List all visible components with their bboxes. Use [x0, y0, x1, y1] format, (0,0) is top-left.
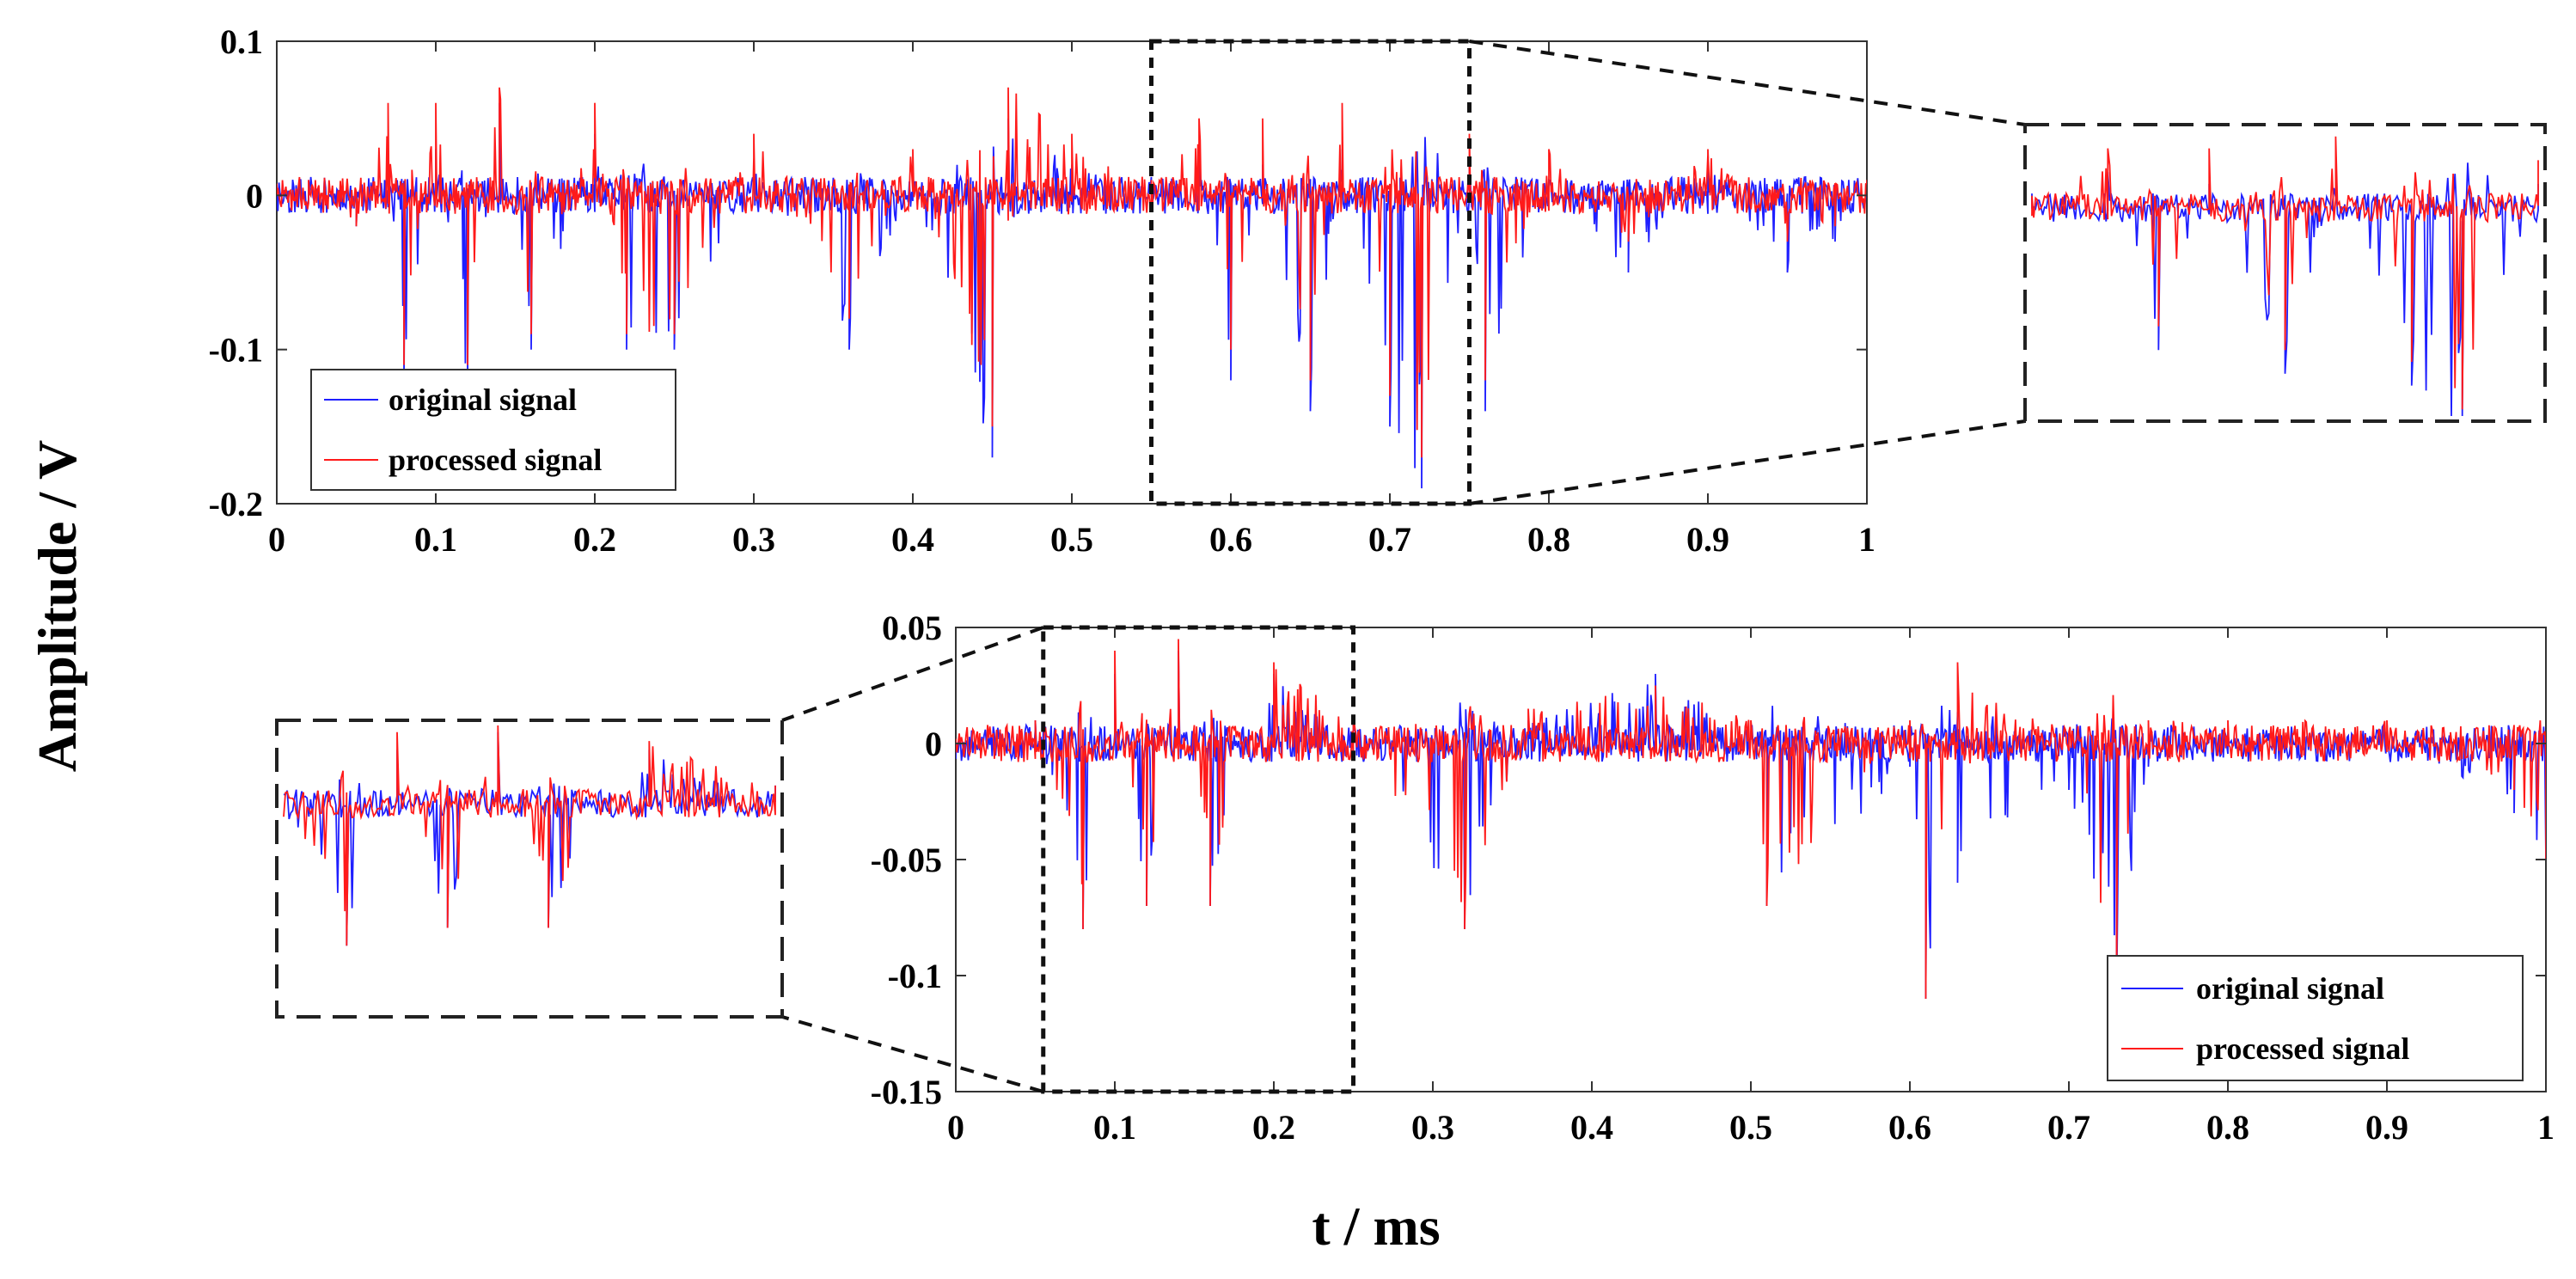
- top-xtick-label-8: 0.8: [1527, 520, 1570, 559]
- top-inset-series-processed: [2031, 136, 2539, 410]
- top-series-processed: [277, 87, 1867, 458]
- bottom-plot-lines: [956, 639, 2546, 1000]
- bottom-inset-series-original: [284, 731, 776, 946]
- x-axis-title: t / ms: [1312, 1196, 1440, 1257]
- bottom-plot: 0 0.1 0.2 0.3 0.4 0.5 0.6 0.7 0.8 0.9 1 -0.15 -0.1 -0…: [781, 609, 2555, 1147]
- bottom-legend-label-original: original signal: [2196, 971, 2384, 1006]
- top-xtick-label-10: 1: [1858, 520, 1875, 559]
- bottom-zoom-region: [1041, 625, 1355, 1094]
- top-ytick-label-1: -0.1: [209, 331, 263, 370]
- top-xtick-label-1: 0.1: [414, 520, 457, 559]
- top-legend-box: [310, 369, 676, 491]
- top-ytick-label-3: 0.1: [220, 22, 263, 61]
- bottom-connector-lower: [781, 1015, 1044, 1093]
- bottom-xtick-label-2: 0.2: [1252, 1108, 1295, 1147]
- bottom-ytick-label-3: 0: [925, 725, 942, 763]
- top-xtick-label-6: 0.6: [1209, 520, 1252, 559]
- top-connector-upper: [1469, 40, 2026, 126]
- top-zoom-region: [1149, 39, 1472, 506]
- bottom-xtick-label-9: 0.9: [2365, 1108, 2408, 1147]
- bottom-inset: [275, 719, 784, 1019]
- top-xtick-label-9: 0.9: [1686, 520, 1729, 559]
- top-plot-lines: [277, 87, 1867, 489]
- bottom-xtick-label-5: 0.5: [1729, 1108, 1772, 1147]
- y-axis-title: Amplitude / V: [27, 440, 88, 772]
- bottom-ytick-label-0: -0.15: [871, 1073, 942, 1111]
- top-inset-frame: [2023, 123, 2547, 423]
- bottom-inset-frame: [275, 719, 784, 1019]
- top-legend-label-original: original signal: [389, 382, 577, 417]
- bottom-series-processed: [956, 639, 2546, 1000]
- top-xtick-label-3: 0.3: [732, 520, 775, 559]
- top-ytick-label-2: 0: [246, 176, 263, 215]
- top-legend-label-processed: processed signal: [389, 443, 602, 477]
- bottom-ytick-label-1: -0.1: [888, 957, 942, 995]
- top-inset: [2023, 123, 2547, 423]
- top-plot: 0 0.1 0.2 0.3 0.4 0.5 0.6 0.7 0.8 0.9 1 -0.2 -0.1 0 0.…: [209, 22, 2026, 559]
- top-xtick-label-0: 0: [268, 520, 285, 559]
- top-plot-ticks: 0 0.1 0.2 0.3 0.4 0.5 0.6 0.7 0.8 0.9 1 -0.2 -0.1 0 0.…: [209, 22, 1875, 559]
- bottom-plot-legend: original signal processed signal: [2107, 955, 2524, 1081]
- top-plot-legend: original signal processed signal: [310, 369, 676, 491]
- top-xtick-label-7: 0.7: [1368, 520, 1411, 559]
- bottom-legend-label-processed: processed signal: [2196, 1031, 2409, 1066]
- bottom-xtick-label-7: 0.7: [2047, 1108, 2090, 1147]
- bottom-xtick-label-6: 0.6: [1888, 1108, 1931, 1147]
- top-xtick-label-2: 0.2: [573, 520, 616, 559]
- top-inset-lines: [2031, 136, 2539, 417]
- bottom-ytick-label-2: -0.05: [871, 841, 942, 879]
- bottom-inset-series-processed: [283, 725, 776, 946]
- bottom-plot-zoom: [781, 625, 1355, 1094]
- bottom-xtick-label-8: 0.8: [2206, 1108, 2249, 1147]
- bottom-xtick-label-10: 1: [2537, 1108, 2555, 1147]
- top-connector-lower: [1469, 419, 2026, 505]
- bottom-ytick-label-4: 0.05: [882, 609, 942, 647]
- bottom-inset-lines: [283, 725, 776, 946]
- top-xtick-label-5: 0.5: [1050, 520, 1093, 559]
- bottom-legend-box: [2107, 955, 2524, 1081]
- bottom-xtick-label-4: 0.4: [1570, 1108, 1613, 1147]
- top-plot-zoom: [1149, 39, 2026, 506]
- bottom-series-original: [956, 650, 2546, 1000]
- bottom-xtick-label-0: 0: [947, 1108, 964, 1147]
- top-xtick-label-4: 0.4: [891, 520, 934, 559]
- bottom-xtick-label-1: 0.1: [1093, 1108, 1136, 1147]
- top-ytick-label-0: -0.2: [209, 485, 263, 523]
- bottom-plot-ticks: 0 0.1 0.2 0.3 0.4 0.5 0.6 0.7 0.8 0.9 1 -0.15 -0.1 -0…: [871, 609, 2555, 1147]
- bottom-xtick-label-3: 0.3: [1411, 1108, 1454, 1147]
